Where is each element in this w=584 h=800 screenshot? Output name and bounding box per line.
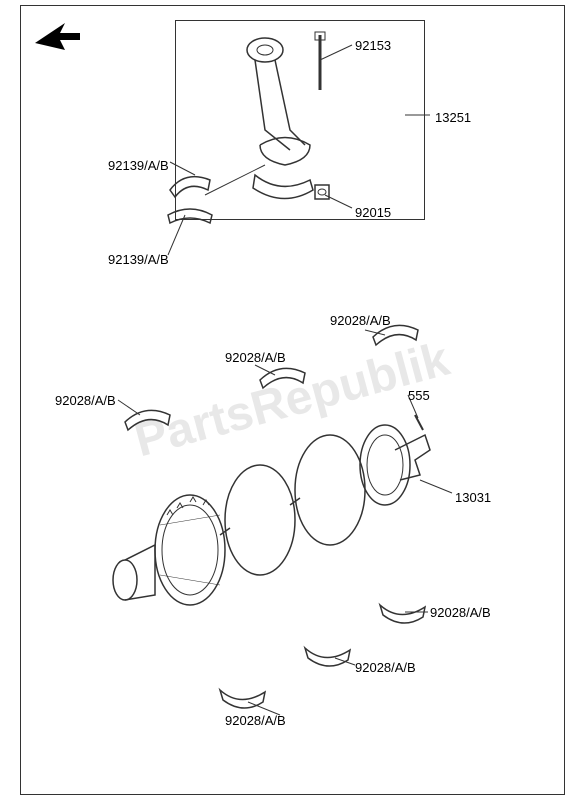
label-92028-bl: 92028/A/B (225, 713, 286, 728)
label-92028-bm: 92028/A/B (355, 660, 416, 675)
label-92015: 92015 (355, 205, 391, 220)
label-92153: 92153 (355, 38, 391, 53)
label-92028-tm: 92028/A/B (225, 350, 286, 365)
label-92139-top: 92139/A/B (108, 158, 169, 173)
label-555: 555 (408, 388, 430, 403)
label-92028-tl: 92028/A/B (55, 393, 116, 408)
label-13251: 13251 (435, 110, 471, 125)
label-92028-tr: 92028/A/B (330, 313, 391, 328)
label-13031: 13031 (455, 490, 491, 505)
label-92028-br: 92028/A/B (430, 605, 491, 620)
label-92139-bottom: 92139/A/B (108, 252, 169, 267)
